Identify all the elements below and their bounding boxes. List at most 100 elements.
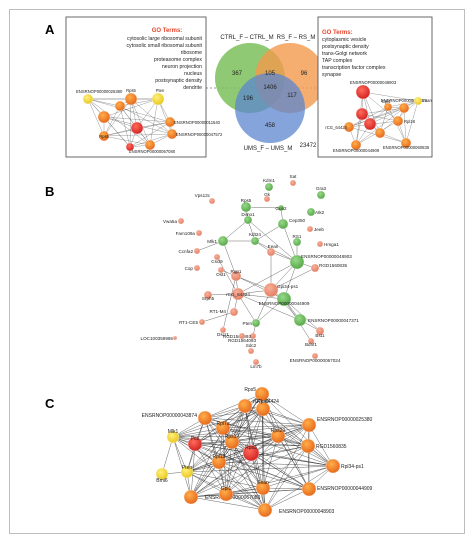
network-node-label: Sdc2 (246, 343, 257, 348)
network-node (197, 410, 213, 426)
network-edge (149, 98, 159, 146)
network-edge (172, 427, 224, 438)
network-node (254, 386, 270, 402)
network-edge (190, 496, 266, 511)
network-edge (222, 240, 237, 277)
network-edge (161, 436, 174, 475)
network-node (392, 115, 404, 127)
network-edge (222, 427, 279, 437)
network-node-label: Pten (182, 465, 193, 471)
network-edge (194, 443, 227, 495)
network-node-label: ENSRNOP00000060835 (383, 145, 430, 150)
network-edge (237, 261, 298, 295)
right-network: ENSRNOP00000048903 ENSRNOP00000047371Eean… (325, 80, 432, 153)
network-node-label: Kdm1 (263, 178, 275, 183)
network-edge (186, 441, 233, 473)
network-node (277, 204, 285, 212)
network-node-label: Mlk1 (207, 239, 217, 244)
network-node (114, 100, 126, 112)
network-node (289, 254, 305, 270)
network-node-label: Vwa5a (163, 219, 177, 224)
network-node (383, 102, 393, 112)
network-node (310, 263, 320, 273)
venn-diagram: CTRL_F – CTRL_M RS_F – RS_M UMS_F – UMS_… (206, 35, 325, 152)
network-edge (194, 443, 252, 454)
venn-ums-only: 458 (265, 123, 276, 129)
network-node (301, 417, 317, 433)
network-node-label: Grin2 (275, 206, 287, 211)
left-go-term: postsynaptic density (155, 78, 202, 84)
network-edge (362, 91, 399, 122)
network-node-label: Gra3 (316, 186, 327, 191)
network-edge (264, 465, 334, 511)
network-edge (225, 424, 310, 495)
network-node-label: Rpl13 (212, 454, 225, 460)
network-edge (369, 100, 419, 125)
right-go-term: TAP complex (322, 58, 353, 64)
network-node-label: Rps5 (241, 198, 252, 203)
network-node-label: RGD1560835 (319, 263, 348, 268)
network-node (250, 236, 260, 246)
network-node (230, 270, 242, 282)
network-edge (172, 436, 192, 498)
network-node-label: Rpl7a (216, 421, 229, 427)
network-node (249, 332, 257, 340)
network-node (213, 253, 221, 261)
network-edge (308, 424, 334, 467)
network-node (164, 116, 176, 128)
left-go-title: GO Terms: (152, 28, 183, 34)
network-node (413, 96, 423, 106)
network-edge (119, 105, 131, 148)
network-edge (231, 435, 279, 443)
network-node-label: Bst1 (315, 333, 325, 338)
left-go-term: cytosolic large ribosomal subunit (127, 36, 203, 42)
network-edge (225, 441, 233, 495)
network-edge (231, 441, 266, 511)
network-edge (186, 465, 334, 473)
network-node (252, 358, 260, 366)
network-node (257, 502, 273, 518)
network-node-label: ENSRNOP00000047572 (176, 132, 223, 137)
network-node (289, 179, 297, 187)
network-node-label: Ost1 (216, 272, 226, 277)
network-node (193, 264, 201, 272)
network-node-label: Gpi34-ps1 (277, 284, 299, 289)
network-node (217, 266, 225, 274)
panel-label-a: A (45, 22, 55, 37)
network-node-label: Dscr1 (217, 332, 229, 337)
network-node-label: Bmi6 (156, 478, 168, 484)
network-node (177, 217, 185, 225)
network-edge (222, 424, 310, 429)
network-node-label: Lin7b (250, 364, 262, 369)
network-node-label: ENSRNOP00000048903 (301, 254, 352, 259)
network-edge (103, 98, 159, 118)
network-node-label: Rps5 (126, 88, 136, 93)
network-edge (194, 443, 266, 511)
network-edge (262, 435, 279, 489)
network-node-label: Vps13c (195, 193, 211, 198)
network-node-label: Atk2 (315, 210, 325, 215)
network-edge (348, 106, 389, 128)
panel-a-left-box: GO Terms: cytosolic large ribosomal subu… (65, 16, 223, 158)
left-go-term: neuron projection (162, 64, 202, 70)
panel-label-c: C (45, 396, 55, 411)
right-go-term: synapse (322, 72, 341, 78)
network-edge (277, 435, 310, 490)
left-go-term: ribosome (181, 50, 202, 56)
network-node (306, 225, 314, 233)
network-node (217, 235, 229, 247)
network-edge (218, 461, 266, 511)
network-node-label: Rpl34-ps1 (341, 464, 364, 470)
network-node-label: Pten (243, 321, 253, 326)
network-node (301, 481, 317, 497)
network-node-label: ENSRNOP00000048903 (279, 509, 335, 515)
network-node (270, 428, 286, 444)
network-node-label: Rpl18 (404, 119, 416, 124)
network-node (277, 218, 289, 230)
network-edge (355, 107, 405, 146)
network-edge (172, 436, 266, 511)
network-node (240, 201, 252, 213)
network-edge (103, 135, 151, 146)
network-node (243, 215, 253, 225)
network-edge (186, 471, 227, 495)
